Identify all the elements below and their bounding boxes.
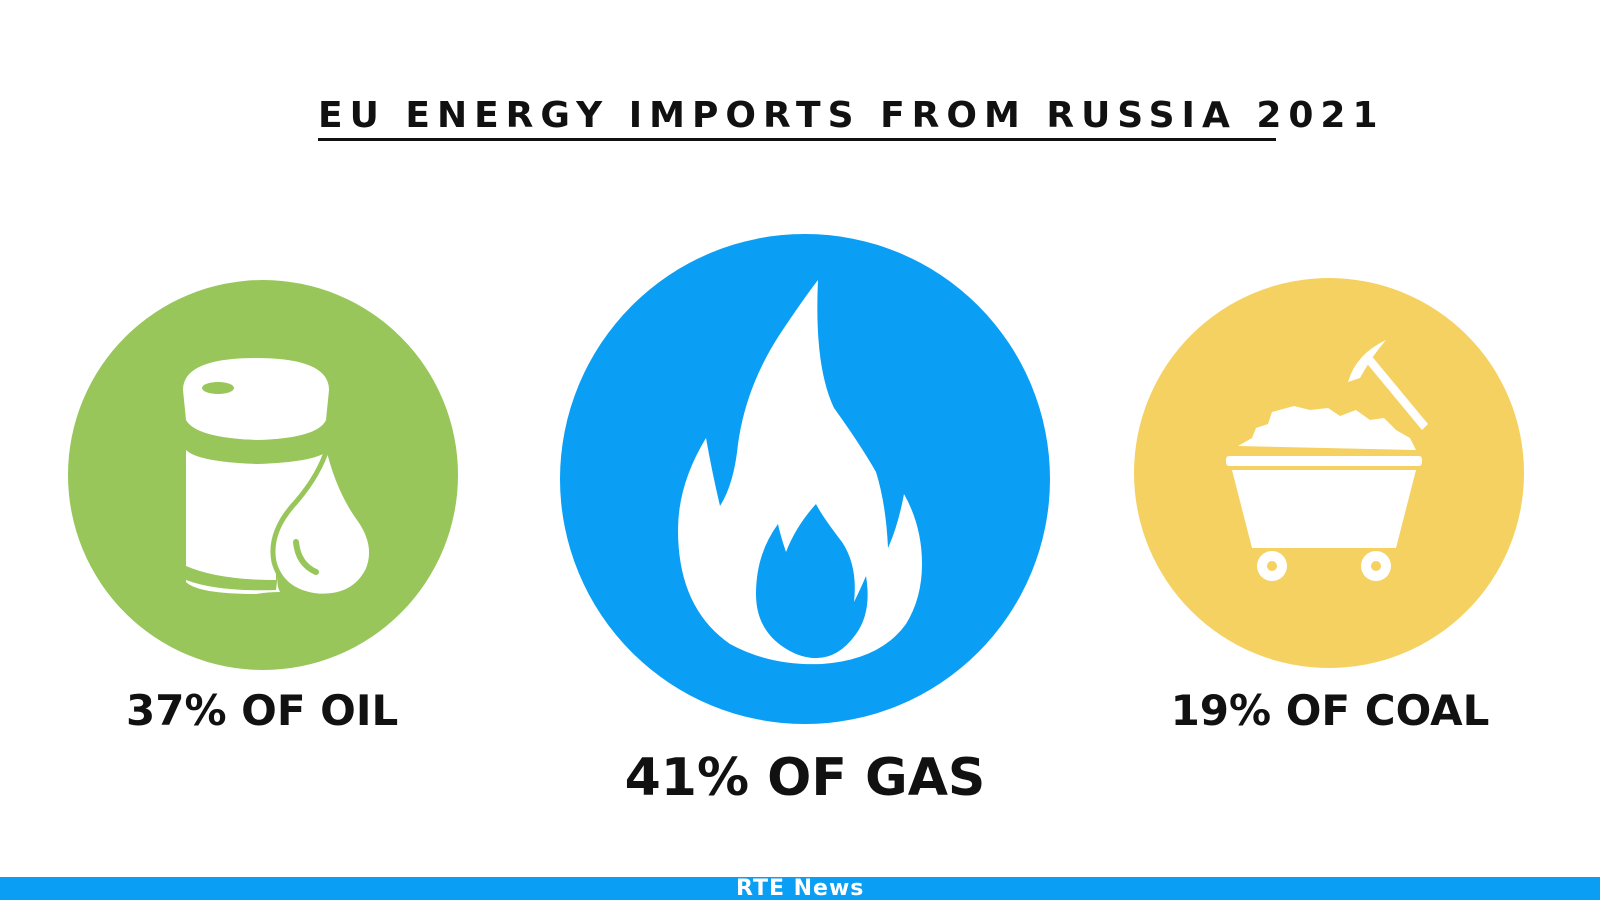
- oil-circle: [68, 280, 458, 670]
- coal-cart-pickaxe-icon: [1226, 340, 1428, 581]
- oil-barrel-drop-icon: [183, 358, 375, 599]
- gas-circle: [560, 234, 1050, 724]
- rte-news-logo: RTÉ News: [736, 878, 865, 900]
- gas-flame-icon: [678, 280, 922, 665]
- infographic-title: EU ENERGY IMPORTS FROM RUSSIA 2021: [318, 96, 1378, 141]
- oil-label: 37% OF OIL: [126, 686, 399, 735]
- coal-label: 19% OF COAL: [1170, 686, 1490, 735]
- coal-circle: [1134, 278, 1524, 668]
- gas-label: 41% OF GAS: [624, 748, 986, 808]
- footer-bar: RTÉ News: [0, 877, 1600, 900]
